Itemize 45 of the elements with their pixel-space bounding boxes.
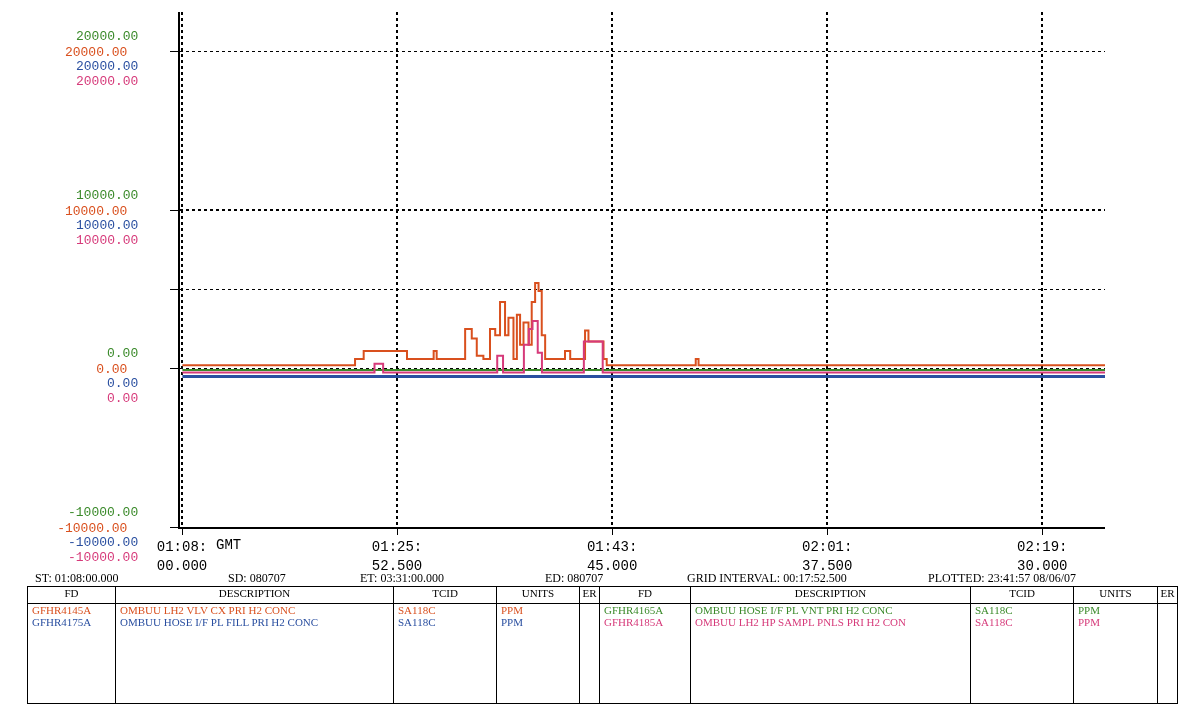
x-tick-label: 01:43:45.000 <box>586 539 638 574</box>
text: SD: 080707 <box>228 571 286 586</box>
y-tick-label: 20000.00 <box>76 29 139 44</box>
text: ST: 01:08:00.000 <box>35 571 119 586</box>
text: ER <box>579 586 600 604</box>
x-tick-label: 02:01:37.500 <box>801 539 853 574</box>
text: OMBUU LH2 VLV CX PRI H2 CONC <box>115 603 394 616</box>
text: -10000.00 <box>57 520 128 536</box>
text: FD <box>64 587 79 599</box>
text: OMBUU HOSE I/F PL VNT PRI H2 CONC <box>690 603 971 616</box>
text: TCID <box>393 586 497 604</box>
text: GFHR4175A <box>27 616 116 628</box>
text: PPM <box>496 603 580 616</box>
text: PPM <box>1073 603 1158 616</box>
text: ER <box>1160 587 1175 599</box>
text: ED: 080707 <box>545 571 604 586</box>
text: GFHR4165A <box>599 603 691 616</box>
text: PLOTTED: 23:41:57 08/06/07 <box>928 571 1076 586</box>
x-tick-label: 01:25:52.500 <box>371 539 423 574</box>
text: 10000.00 <box>64 203 128 219</box>
text: DESCRIPTION <box>115 586 394 604</box>
text: GFHR4185A <box>599 616 691 628</box>
text: FD <box>599 586 691 604</box>
text: TCID <box>1009 587 1035 599</box>
text: UNITS <box>496 586 580 604</box>
text: SA118C <box>970 616 1074 628</box>
text: 20000.00 <box>64 45 128 61</box>
text: SA118C <box>393 603 497 616</box>
text: SA118C <box>393 616 497 628</box>
text: GFHR4145A <box>27 603 116 616</box>
text: PPM <box>1073 616 1158 628</box>
text: UNITS <box>1099 587 1132 599</box>
text: GRID INTERVAL: 00:17:52.500 <box>687 571 847 586</box>
text: OMBUU HOSE I/F PL FILL PRI H2 CONC <box>115 616 394 628</box>
text: PPM <box>496 616 580 628</box>
x-axis-title: GMT <box>216 537 242 553</box>
y-tick-label: 0.00 <box>107 346 139 361</box>
x-tick-label: 02:19:30.000 <box>1017 539 1068 574</box>
text: ET: 03:31:00.000 <box>360 571 445 586</box>
text: DESCRIPTION <box>794 587 867 599</box>
y-tick-label: 10000.00 <box>76 188 139 203</box>
x-tick-label: 01:08:00.000 <box>156 539 208 574</box>
y-tick-label: -10000.00 <box>68 505 139 520</box>
text: SA118C <box>970 603 1074 616</box>
text: OMBUU LH2 HP SAMPL PNLS PRI H2 CON <box>690 616 971 628</box>
